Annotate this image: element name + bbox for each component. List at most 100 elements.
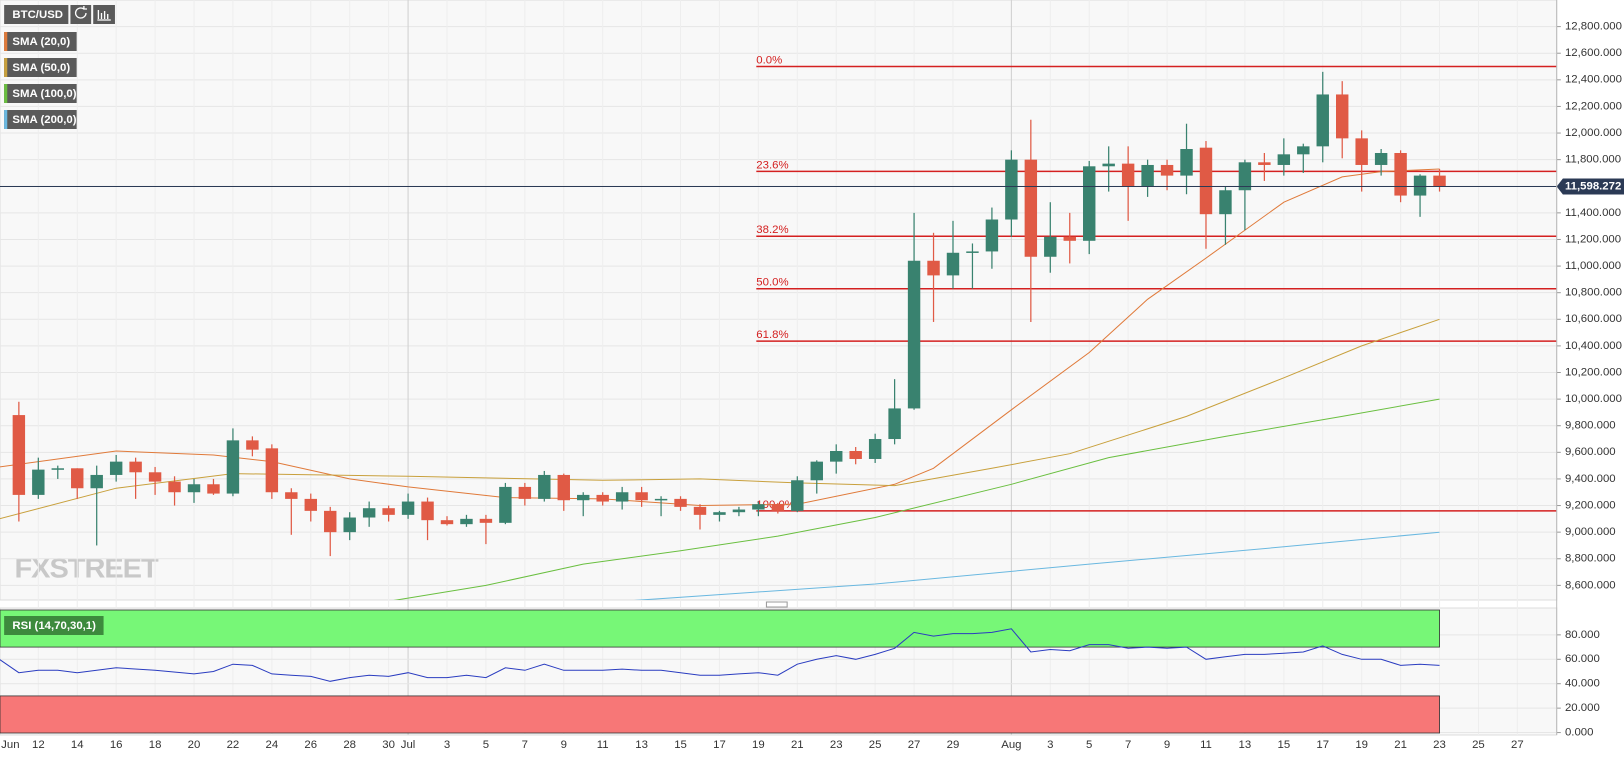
y-tick-label: 10,200.000 xyxy=(1565,367,1622,379)
fib-label: 61.8% xyxy=(756,329,788,341)
y-tick-label: 11,800.000 xyxy=(1565,154,1621,166)
x-tick-label: 13 xyxy=(635,739,648,751)
rsi-legend-label: RSI (14,70,30,1) xyxy=(12,620,96,632)
y-tick-label: 9,600.000 xyxy=(1565,446,1616,458)
candle-body xyxy=(90,474,103,489)
candle-body xyxy=(1121,163,1135,187)
candle-body xyxy=(557,474,570,501)
candle-body xyxy=(985,219,999,252)
x-tick-label: 15 xyxy=(1277,739,1290,751)
legend-swatch xyxy=(4,32,8,51)
x-tick-label: 3 xyxy=(444,739,450,751)
candle-body xyxy=(1374,152,1388,165)
candle-body xyxy=(1433,175,1446,187)
candle-body xyxy=(791,480,804,511)
candle-body xyxy=(1005,159,1018,220)
y-tick-label: 8,600.000 xyxy=(1565,579,1616,591)
candle-body xyxy=(1316,94,1329,147)
legend-swatch xyxy=(4,84,8,103)
legend-swatch xyxy=(4,110,8,129)
x-tick-label: 12 xyxy=(32,739,45,751)
candle-body xyxy=(168,481,181,493)
candle-body xyxy=(460,518,473,525)
legend-swatch xyxy=(4,58,8,77)
candle-body xyxy=(577,494,590,501)
x-tick-label: 30 xyxy=(382,739,395,751)
symbol-box[interactable] xyxy=(4,5,69,24)
candle-body xyxy=(401,501,415,515)
sma-line xyxy=(0,318,1440,520)
candle-body xyxy=(654,498,668,501)
refresh-button[interactable] xyxy=(70,5,92,24)
y-tick-label: 9,400.000 xyxy=(1565,473,1616,485)
candle-body xyxy=(713,512,726,515)
candle-body xyxy=(129,461,142,473)
y-tick-label: 12,400.000 xyxy=(1565,74,1622,86)
legend-label: SMA (50,0) xyxy=(12,62,70,74)
x-tick-label: 19 xyxy=(752,739,765,751)
candle-body xyxy=(1024,159,1038,257)
x-tick-label: 7 xyxy=(522,739,528,751)
x-tick-label: 25 xyxy=(869,739,882,751)
x-tick-label: 9 xyxy=(1164,739,1170,751)
legend-box[interactable] xyxy=(4,84,77,103)
price-plot: 0.0%23.6%38.2%50.0%61.8%100.0% xyxy=(0,55,1557,600)
x-tick-label: 21 xyxy=(1394,739,1407,751)
candle-body xyxy=(1063,236,1076,241)
oversold-zone xyxy=(0,695,1440,734)
x-tick-label: 29 xyxy=(947,739,960,751)
x-tick-label: Jun xyxy=(1,739,19,751)
candle-body xyxy=(440,520,454,525)
y-tick-label: 10,600.000 xyxy=(1565,313,1622,325)
x-tick-label: 16 xyxy=(110,739,123,751)
panel-resize-handle[interactable] xyxy=(765,601,788,608)
y-tick-label: 10,400.000 xyxy=(1565,340,1622,352)
y-tick-label: 80.000 xyxy=(1565,629,1600,641)
legend-box[interactable] xyxy=(4,32,77,51)
candle-body xyxy=(693,506,707,515)
rsi-legend-box[interactable] xyxy=(4,616,104,635)
candle-body xyxy=(615,492,629,502)
candle-body xyxy=(1102,163,1115,167)
indicators-icon xyxy=(97,10,111,21)
x-tick-label: 25 xyxy=(1472,739,1485,751)
legend-box[interactable] xyxy=(4,110,77,129)
y-tick-label: 12,000.000 xyxy=(1565,127,1622,139)
x-tick-label: 23 xyxy=(830,739,843,751)
candle-body xyxy=(1277,154,1291,165)
candle-body xyxy=(966,251,979,253)
legend-box[interactable] xyxy=(4,58,77,77)
y-tick-label: 9,800.000 xyxy=(1565,420,1616,432)
candle-body xyxy=(265,448,279,493)
y-tick-label: 10,800.000 xyxy=(1565,287,1622,299)
fib-label: 38.2% xyxy=(756,224,788,236)
legend-label: SMA (20,0) xyxy=(12,36,70,48)
candle-body xyxy=(324,510,337,533)
candle-body xyxy=(187,484,201,493)
candle-body xyxy=(285,492,298,499)
x-tick-label: 17 xyxy=(1316,739,1329,751)
y-tick-label: 40.000 xyxy=(1565,678,1600,690)
x-tick-label: Aug xyxy=(1001,739,1021,751)
legend-label: SMA (200,0) xyxy=(12,114,76,126)
candle-body xyxy=(499,486,512,523)
y-tick-label: 11,000.000 xyxy=(1565,260,1621,272)
y-tick-label: 9,200.000 xyxy=(1565,500,1616,512)
x-tick-label: 7 xyxy=(1125,739,1131,751)
candle-body xyxy=(752,504,765,510)
legend-label: SMA (100,0) xyxy=(12,88,76,100)
candle-body xyxy=(830,450,843,462)
last-price-tag xyxy=(1556,178,1624,195)
rsi-line xyxy=(0,628,1440,682)
x-tick-label: 14 xyxy=(71,739,84,751)
y-tick-label: 0.000 xyxy=(1565,727,1593,739)
candle-body xyxy=(888,408,901,440)
refresh-icon xyxy=(74,6,88,19)
candle-body xyxy=(71,468,84,489)
symbol-title: BTC/USD xyxy=(12,9,63,21)
candle-body xyxy=(732,509,746,513)
candle-body xyxy=(1219,190,1232,215)
candle-body xyxy=(907,260,921,409)
x-tick-label: 19 xyxy=(1355,739,1368,751)
candle-body xyxy=(1160,164,1174,176)
